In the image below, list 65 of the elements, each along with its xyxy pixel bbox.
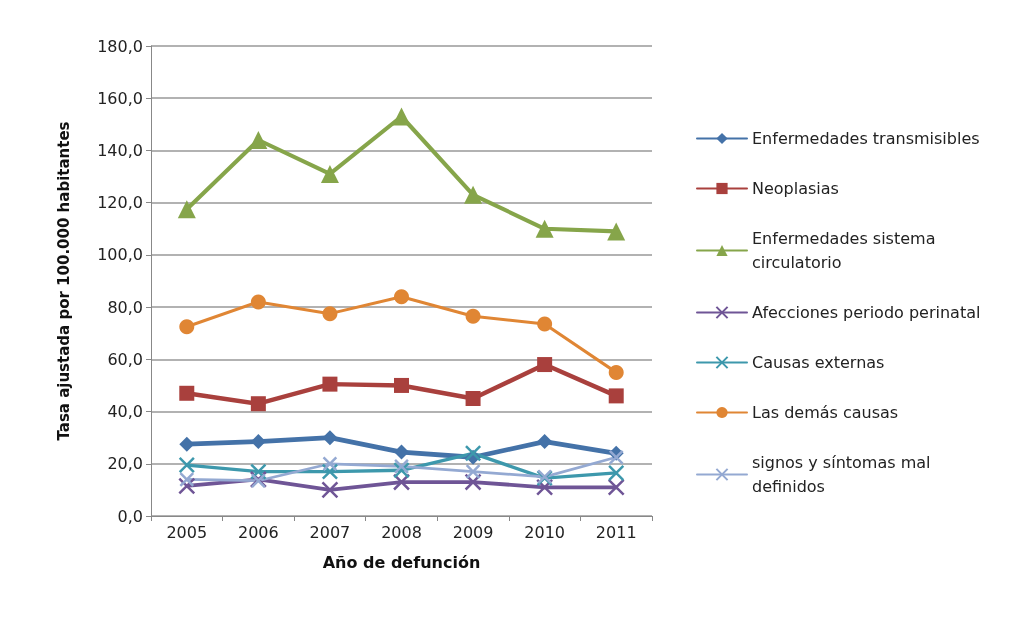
- point: [322, 430, 338, 446]
- point: [321, 463, 339, 480]
- point: [394, 289, 409, 305]
- x-tick-label: 2010: [524, 522, 565, 542]
- x-tick-label: 2007: [309, 522, 351, 542]
- legend-label: Causas externas: [752, 353, 885, 372]
- point: [394, 377, 409, 393]
- y-tick-label: 120,0: [97, 193, 143, 213]
- point: [393, 458, 410, 475]
- point: [465, 391, 481, 406]
- point: [465, 463, 481, 480]
- point: [392, 473, 411, 491]
- point: [608, 449, 624, 465]
- x-tick-label: 2005: [166, 522, 208, 542]
- point: [392, 107, 411, 126]
- y-tick-label: 160,0: [97, 88, 143, 108]
- legend-label: Las demás causas: [752, 403, 899, 422]
- legend-label: Enfermedades sistema circulatorio: [752, 229, 941, 272]
- x-tick-label: 2011: [595, 522, 637, 542]
- y-tick-label: 140,0: [97, 140, 143, 160]
- x-tick-label: 2008: [381, 522, 422, 542]
- y-tick-label: 80,0: [107, 297, 143, 317]
- legend-label: Neoplasias: [752, 179, 839, 198]
- point: [465, 308, 481, 324]
- legend-label: Afecciones periodo perinatal: [752, 303, 981, 322]
- x-tick-label: 2006: [238, 522, 279, 542]
- point: [250, 396, 266, 412]
- point: [250, 434, 266, 450]
- point: [537, 434, 553, 450]
- y-tick-label: 0,0: [117, 506, 143, 526]
- point: [250, 294, 266, 310]
- y-tick-label: 180,0: [97, 36, 143, 56]
- y-tick-label: 40,0: [107, 402, 143, 422]
- point: [320, 164, 339, 183]
- y-tick-label: 100,0: [97, 245, 143, 265]
- x-tick-label: 2009: [452, 522, 494, 542]
- x-axis-title: Año de defunción: [322, 552, 481, 572]
- point: [608, 388, 624, 404]
- point: [607, 464, 625, 482]
- y-axis-title: Tasa ajustada por 100.000 habitantes: [54, 121, 73, 441]
- point: [322, 376, 338, 392]
- point: [178, 477, 196, 495]
- point: [177, 200, 196, 219]
- point: [393, 461, 410, 479]
- point: [607, 478, 625, 496]
- y-tick-label: 60,0: [107, 349, 143, 369]
- point: [607, 222, 626, 241]
- point: [537, 316, 553, 332]
- point: [322, 306, 338, 322]
- point: [608, 364, 624, 380]
- point: [322, 456, 338, 472]
- point: [394, 444, 409, 460]
- point: [179, 436, 195, 452]
- point: [179, 385, 195, 401]
- point: [537, 357, 553, 373]
- point: [179, 319, 195, 335]
- legend-label: signos y síntomas mal definidos: [752, 453, 936, 496]
- point: [179, 471, 195, 488]
- point: [464, 444, 482, 462]
- point: [535, 219, 554, 238]
- point: [321, 481, 339, 499]
- point: [178, 456, 196, 474]
- y-tick-label: 20,0: [107, 454, 143, 474]
- legend-label: Enfermedades transmisibles: [752, 129, 980, 148]
- point: [464, 185, 483, 204]
